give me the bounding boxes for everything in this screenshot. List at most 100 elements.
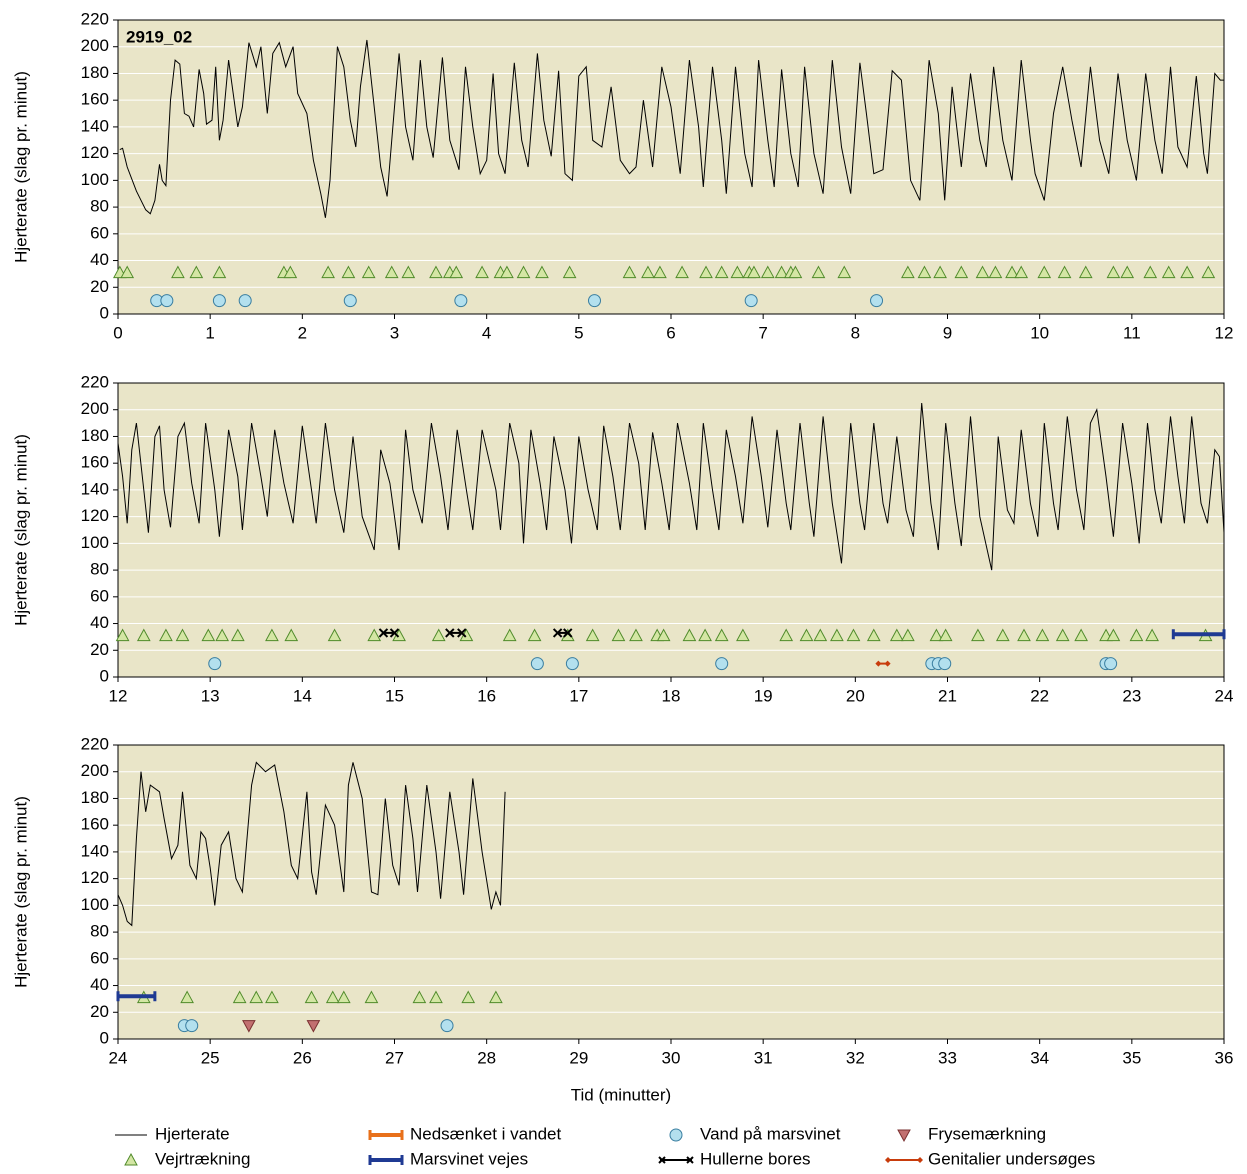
plot-area — [118, 383, 1224, 677]
plot-border — [117, 744, 1225, 1040]
event-marker — [1078, 265, 1093, 279]
heart-rate-line — [117, 402, 1225, 571]
event-marker — [440, 1019, 454, 1033]
x-tick-label: 20 — [846, 686, 865, 705]
legend-swatch — [897, 1129, 911, 1143]
y-tick-label: 100 — [81, 533, 109, 552]
event-marker — [611, 628, 626, 642]
event-cap — [445, 628, 455, 638]
event-marker — [201, 628, 216, 642]
event-marker — [535, 265, 549, 279]
heart-rate-line — [117, 761, 506, 927]
x-tick-label: 14 — [293, 686, 312, 705]
event-marker — [1037, 265, 1052, 279]
event-marker — [813, 628, 828, 642]
y-tick-label: 220 — [81, 372, 109, 391]
x-tick-label: 32 — [846, 1048, 865, 1067]
y-tick-label: 20 — [90, 640, 109, 659]
event-marker — [889, 628, 904, 642]
event-marker — [429, 265, 443, 279]
y-tick-label: 80 — [90, 922, 109, 941]
x-tick-label: 4 — [482, 323, 491, 342]
x-tick-label: 2 — [298, 323, 307, 342]
y-tick-label: 40 — [90, 250, 109, 269]
event-marker — [249, 990, 264, 1004]
event-marker — [837, 265, 852, 279]
legend-cap — [917, 1157, 923, 1163]
event-marker — [527, 628, 542, 642]
event-marker — [1129, 628, 1144, 642]
x-tick-label: 13 — [201, 686, 220, 705]
x-tick-label: 7 — [758, 323, 767, 342]
event-marker — [995, 628, 1010, 642]
event-marker — [744, 294, 758, 308]
legend-cap — [658, 1156, 666, 1164]
event-cap — [457, 628, 467, 638]
x-tick-label: 3 — [390, 323, 399, 342]
event-marker — [530, 657, 544, 671]
y-tick-label: 120 — [81, 506, 109, 525]
y-tick-label: 200 — [81, 761, 109, 780]
event-marker — [265, 628, 279, 642]
event-marker — [136, 628, 151, 642]
x-tick-label: 36 — [1215, 1048, 1234, 1067]
event-marker — [189, 265, 204, 279]
event-marker — [120, 265, 135, 279]
y-tick-label: 200 — [81, 36, 109, 55]
event-marker — [866, 628, 881, 642]
x-tick-label: 22 — [1030, 686, 1049, 705]
y-tick-label: 80 — [90, 197, 109, 216]
event-marker — [715, 657, 729, 671]
panel: 0 20 40 60 80 100 120 140 160 180 200 220 12 13 14 15 16… — [11, 372, 1233, 705]
event-marker — [988, 265, 1003, 279]
legend-item: Hjerterate — [115, 1124, 230, 1143]
x-tick-label: 1 — [205, 323, 214, 342]
event-marker — [933, 265, 947, 279]
event-marker — [622, 265, 637, 279]
event-marker — [1074, 628, 1088, 642]
x-tick-label: 15 — [385, 686, 404, 705]
event-marker — [341, 265, 356, 279]
event-marker — [175, 628, 190, 642]
event-marker — [475, 265, 489, 279]
y-tick-label: 180 — [81, 63, 109, 82]
event-marker — [1017, 628, 1031, 642]
y-tick-label: 100 — [81, 895, 109, 914]
x-tick-label: 12 — [1215, 323, 1234, 342]
x-tick-label: 6 — [666, 323, 675, 342]
event-marker — [747, 265, 761, 279]
y-axis-label: Hjerterate (slag pr. minut) — [11, 71, 30, 263]
panel: 0 20 40 60 80 100 120 140 160 180 200 220 24 25 26 27 28… — [11, 734, 1233, 1067]
x-tick-label: 31 — [754, 1048, 773, 1067]
y-tick-label: 80 — [90, 560, 109, 579]
y-tick-label: 20 — [90, 277, 109, 296]
legend-label: Genitalier undersøges — [928, 1149, 1095, 1168]
y-axis-label: Hjerterate (slag pr. minut) — [11, 796, 30, 988]
event-marker — [185, 1019, 199, 1033]
event-marker — [364, 990, 379, 1004]
event-marker — [629, 628, 643, 642]
y-tick-label: 220 — [81, 9, 109, 28]
y-tick-label: 160 — [81, 815, 109, 834]
legend-item: Genitalier undersøges — [885, 1149, 1095, 1168]
x-tick-label: 9 — [943, 323, 952, 342]
y-tick-label: 0 — [100, 666, 109, 685]
x-tick-label: 18 — [662, 686, 681, 705]
event-marker — [954, 265, 969, 279]
event-cap — [875, 660, 882, 667]
event-marker — [1143, 265, 1158, 279]
event-marker — [1106, 265, 1121, 279]
event-marker — [321, 265, 335, 279]
event-marker — [429, 990, 443, 1004]
x-tick-label: 26 — [293, 1048, 312, 1067]
event-marker — [901, 628, 915, 642]
event-cap — [552, 628, 563, 638]
event-marker — [675, 265, 689, 279]
y-tick-label: 60 — [90, 586, 109, 605]
event-marker — [1057, 265, 1072, 279]
event-cap — [563, 628, 573, 638]
event-marker — [788, 265, 803, 279]
event-marker — [760, 265, 775, 279]
x-tick-label: 33 — [938, 1048, 957, 1067]
